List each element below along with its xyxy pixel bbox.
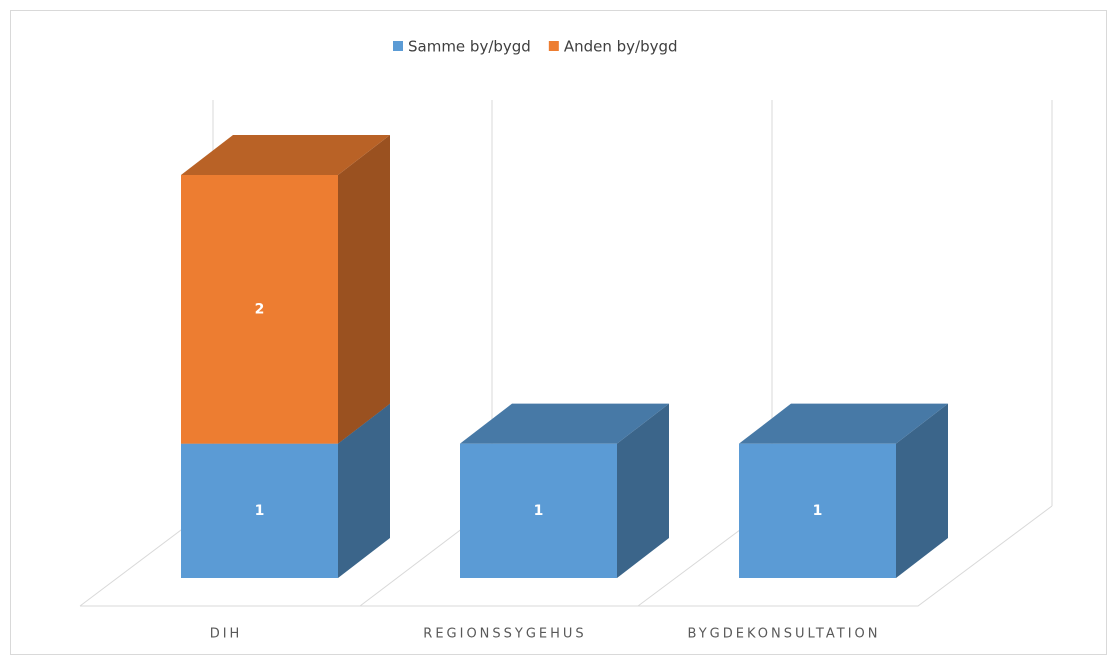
legend-swatch	[393, 41, 403, 51]
bar-top	[460, 403, 669, 444]
bar-front	[181, 175, 338, 444]
legend-swatch	[548, 41, 559, 51]
bar-side	[338, 403, 390, 578]
data-label: 1	[534, 503, 544, 519]
x-tick-label: DIH	[210, 627, 243, 642]
bar-top	[181, 135, 390, 175]
floor-edge	[80, 505, 1053, 607]
data-label: 2	[255, 301, 265, 317]
legend-label: Anden by/bygd	[564, 38, 678, 56]
bar-top	[739, 403, 948, 444]
data-label: 1	[255, 503, 265, 519]
x-tick-label: REGIONSSYGEHUS	[423, 627, 586, 642]
bar-front	[181, 443, 338, 578]
data-label: 1	[813, 503, 823, 519]
bar-front	[739, 443, 896, 578]
bar-front	[460, 443, 617, 578]
x-tick-label: BYGDEKONSULTATION	[688, 627, 881, 642]
bar-side	[338, 135, 390, 444]
bar-side	[896, 403, 948, 578]
bar-side	[617, 403, 669, 578]
legend-label: Samme by/bygd	[408, 38, 531, 56]
